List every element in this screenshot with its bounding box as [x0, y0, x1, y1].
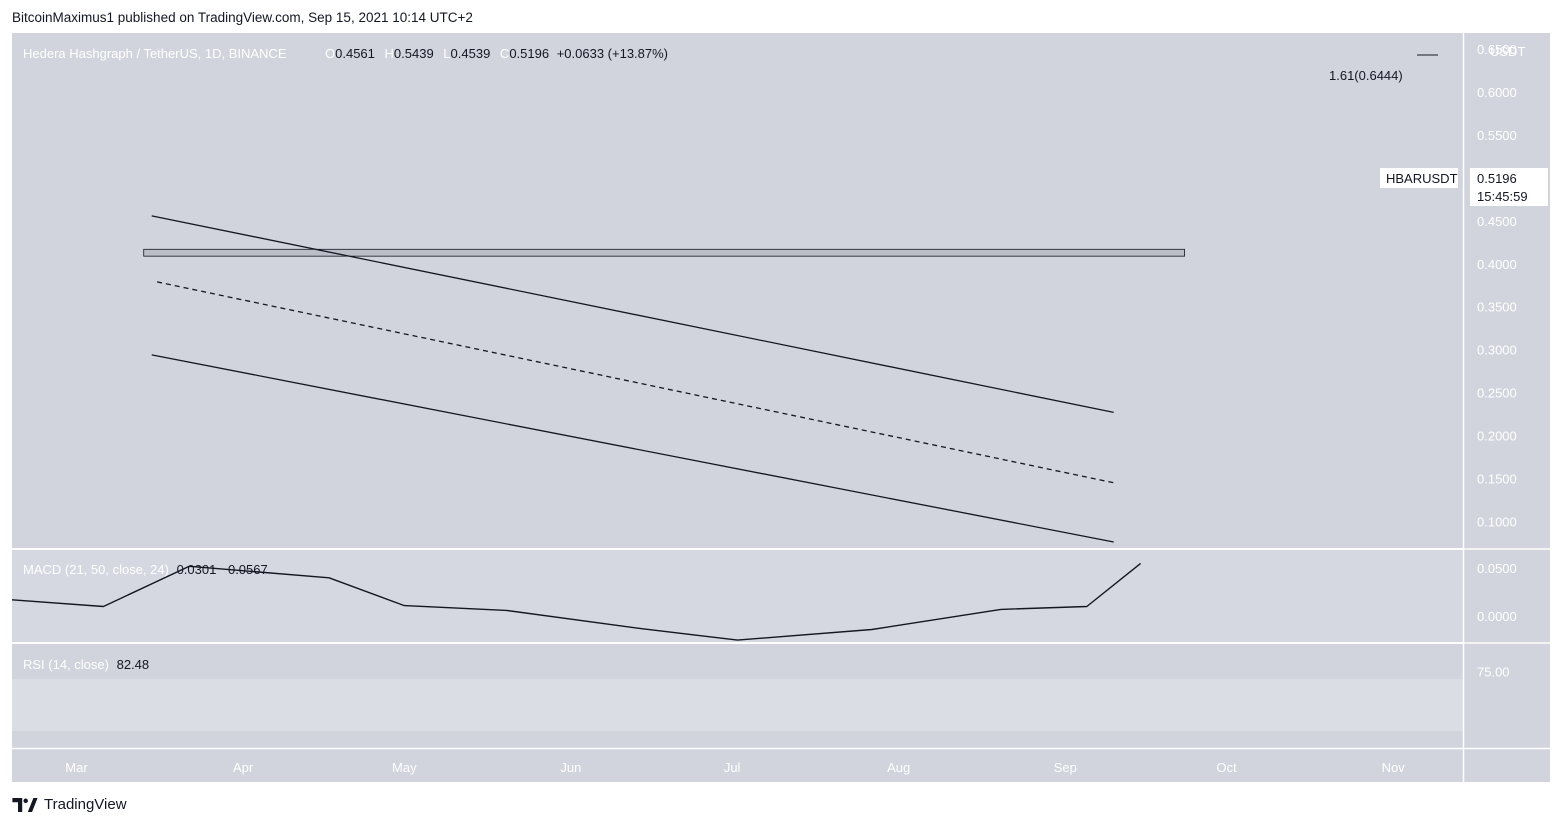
price-badge-price: 0.5196: [1477, 171, 1517, 186]
fib-label: 1.61(0.6444): [1329, 68, 1403, 83]
price-tick-label: 0.1500: [1477, 471, 1517, 486]
publisher-line: BitcoinMaximus1 published on TradingView…: [12, 10, 473, 25]
time-tick-label: Jul: [724, 760, 741, 775]
rsi-tick-label: 75.00: [1477, 665, 1510, 680]
time-axis-bg: [12, 749, 1550, 782]
chart-svg[interactable]: 0.6500 0.6000 0.5500 0.4500 0.4000 0.3500 0.30…: [11, 33, 1550, 782]
time-tick-label: Mar: [65, 760, 88, 775]
macd-signal-line: [11, 562, 1142, 641]
macd-tick-label: 0.0500: [1477, 561, 1517, 576]
legend-ohlc: O0.4561 H0.5439 L0.4539 C0.5196 +0.0633 …: [325, 46, 668, 61]
price-tick-label: 0.4000: [1477, 257, 1517, 272]
price-badge: [1470, 168, 1548, 206]
rsi-band: [12, 679, 1463, 732]
price-tick-label: 0.3500: [1477, 300, 1517, 315]
footer-brand[interactable]: TradingView: [12, 796, 127, 813]
macd-drawing-layer: [11, 562, 1142, 641]
time-tick-label: Sep: [1054, 760, 1077, 775]
resistance-zone: [143, 248, 1185, 257]
time-tick-label: Jun: [560, 760, 581, 775]
legend-symbol: Hedera Hashgraph / TetherUS, 1D, BINANCE: [23, 46, 287, 61]
macd-tick-label: 0.0000: [1477, 609, 1517, 624]
price-drawing-layer: [143, 215, 1185, 543]
price-badge-countdown: 15:45:59: [1477, 189, 1528, 204]
price-tick-label: 0.6500: [1477, 42, 1517, 57]
time-tick-label: Nov: [1382, 760, 1406, 775]
price-tick-label: 0.6000: [1477, 85, 1517, 100]
price-tick-label: 0.2500: [1477, 386, 1517, 401]
price-tick-label: 0.2000: [1477, 428, 1517, 443]
channel-upper-line: [151, 215, 1114, 414]
channel-lower-line: [151, 354, 1114, 543]
rsi-label: RSI (14, close) 82.48: [23, 657, 149, 672]
price-tick-label: 0.1000: [1477, 514, 1517, 529]
price-tick-label: 0.3000: [1477, 343, 1517, 358]
macd-pane-bg: [12, 550, 1463, 642]
time-tick-label: Aug: [887, 760, 910, 775]
price-tick-label: 0.5500: [1477, 128, 1517, 143]
axis-layer: 0.6500 0.6000 0.5500 0.4500 0.4000 0.3500 0.30…: [65, 42, 1516, 775]
time-tick-label: Apr: [233, 760, 254, 775]
price-axis-unit: USDT: [1490, 44, 1525, 59]
symbol-badge: [1380, 168, 1458, 188]
time-tick-label: Oct: [1216, 760, 1237, 775]
price-tick-label: 0.4500: [1477, 214, 1517, 229]
price-pane-bg: [12, 33, 1463, 548]
symbol-badge-text: HBARUSDT: [1386, 171, 1458, 186]
time-tick-label: May: [392, 760, 417, 775]
channel-mid-dashed-line: [156, 281, 1114, 484]
chart-frame[interactable]: 0.6500 0.6000 0.5500 0.4500 0.4000 0.3500 0.30…: [11, 33, 1550, 782]
tradingview-logo-icon: [12, 797, 38, 812]
macd-label: MACD (21, 50, close, 24) 0.0301 0.0567: [23, 562, 268, 577]
price-axis-bg: [1464, 33, 1550, 748]
footer-brand-text: TradingView: [44, 796, 127, 813]
